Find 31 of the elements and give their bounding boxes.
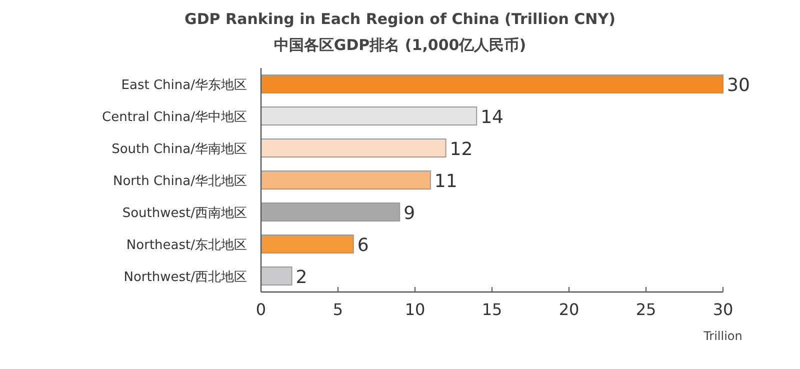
bar — [260, 138, 446, 158]
x-tick-label: 25 — [636, 300, 656, 319]
data-label: 9 — [404, 203, 416, 224]
data-label: 11 — [434, 171, 458, 192]
bar — [260, 234, 354, 254]
bar — [260, 74, 724, 94]
y-tick-label: Southwest/西南地区 — [122, 206, 247, 221]
x-tick-label: 15 — [482, 300, 502, 319]
y-tick-label: Northeast/东北地区 — [126, 238, 247, 253]
y-tick-label: Northwest/西北地区 — [124, 270, 247, 285]
data-label: 30 — [727, 75, 750, 96]
chart-subtitle: 中国各区GDP排名 (1,000亿人民币) — [274, 36, 526, 54]
x-tick-label: 0 — [256, 300, 266, 319]
x-tick-label: 10 — [404, 300, 426, 319]
x-axis-title: Trillion — [702, 329, 742, 343]
bar — [260, 170, 431, 190]
bar — [260, 202, 400, 222]
data-label: 14 — [480, 107, 504, 128]
bar — [260, 106, 478, 126]
data-label: 2 — [296, 267, 308, 288]
x-tick-label: 20 — [558, 300, 580, 319]
chart-title: GDP Ranking in Each Region of China (Trillion CNY) — [184, 10, 616, 28]
y-tick-label: South China/华南地区 — [112, 142, 247, 157]
data-label: 6 — [357, 235, 369, 256]
y-tick-label: North China/华北地区 — [112, 174, 247, 189]
bar — [260, 266, 292, 286]
y-tick-label: East China/华东地区 — [121, 78, 247, 93]
y-tick-label: Central China/华中地区 — [102, 110, 247, 125]
data-label: 12 — [450, 139, 473, 160]
x-tick-label: 30 — [712, 300, 734, 319]
x-tick-label: 5 — [332, 300, 344, 319]
